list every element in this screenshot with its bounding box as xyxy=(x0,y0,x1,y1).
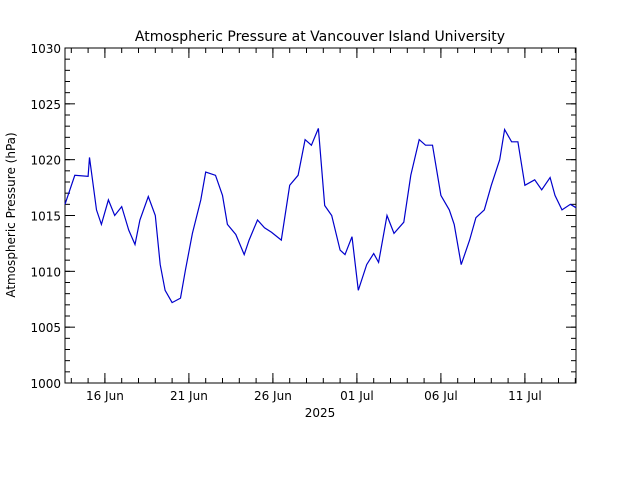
y-tick-label: 1000 xyxy=(30,377,61,391)
x-tick-label: 11 Jul xyxy=(508,389,542,403)
x-tick-label: 26 Jun xyxy=(254,389,292,403)
chart-title: Atmospheric Pressure at Vancouver Island… xyxy=(135,29,505,45)
y-axis-label: Atmospheric Pressure (hPa) xyxy=(4,132,18,297)
x-tick-label: 01 Jul xyxy=(340,389,374,403)
y-tick-label: 1030 xyxy=(30,42,61,56)
pressure-line xyxy=(64,127,577,304)
y-tick-label: 1005 xyxy=(30,321,61,335)
y-tick-label: 1010 xyxy=(30,265,61,279)
y-tick-label: 1020 xyxy=(30,154,61,168)
x-tick-label: 16 Jun xyxy=(86,389,124,403)
y-tick-label: 1025 xyxy=(30,98,61,112)
y-tick-label: 1015 xyxy=(30,210,61,224)
x-axis-label: 2025 xyxy=(305,406,336,420)
x-tick-label: 21 Jun xyxy=(170,389,208,403)
x-tick-label: 06 Jul xyxy=(424,389,458,403)
